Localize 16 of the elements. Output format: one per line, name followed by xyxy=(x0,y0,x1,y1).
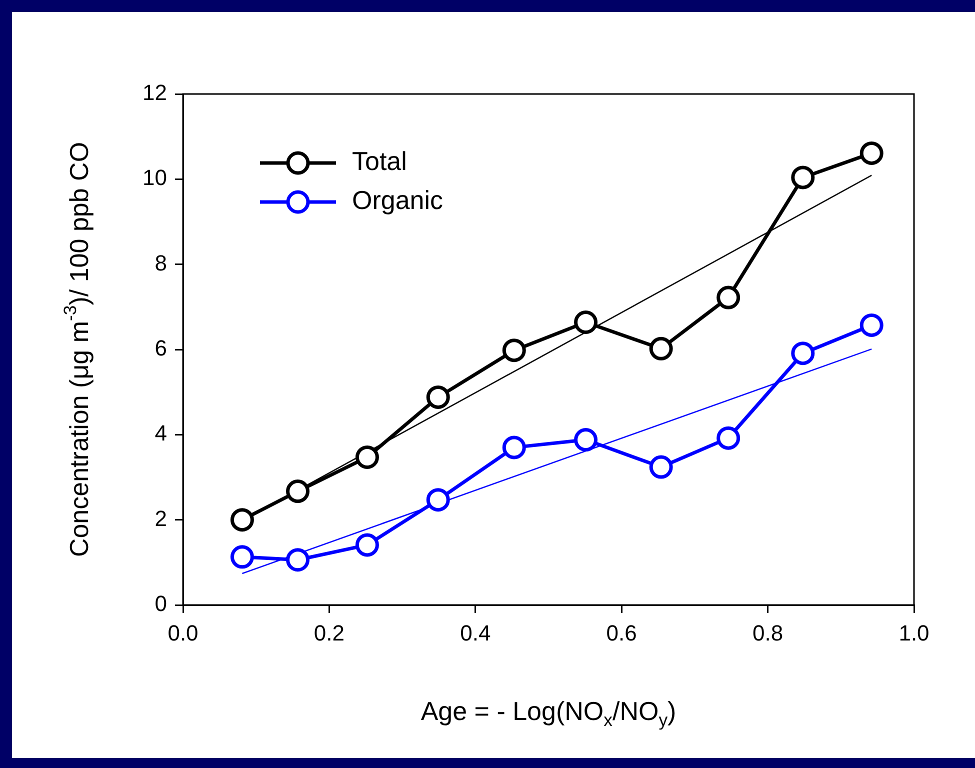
y-axis-title: Concentration (μg m-3)/ 100 ppb CO xyxy=(60,142,94,558)
y-tick-label: 0 xyxy=(154,591,167,616)
legend-label: Total xyxy=(352,146,407,176)
x-tick-label: 1.0 xyxy=(898,620,930,646)
x-tick-label: 0.8 xyxy=(752,620,784,646)
x-tick-label: 0.6 xyxy=(606,620,637,646)
y-tick-label: 2 xyxy=(154,506,167,531)
x-tick-label: 0.2 xyxy=(314,620,344,646)
y-tick-label: 12 xyxy=(142,80,167,106)
y-tick-label: 6 xyxy=(154,336,167,361)
x-tick-label: 0.0 xyxy=(168,620,198,646)
y-tick-label: 10 xyxy=(142,165,167,190)
y-tick-label: 8 xyxy=(154,250,167,276)
x-tick-label: 0.4 xyxy=(460,620,491,646)
y-tick-label: 4 xyxy=(154,420,167,446)
legend-label: Organic xyxy=(352,185,444,216)
